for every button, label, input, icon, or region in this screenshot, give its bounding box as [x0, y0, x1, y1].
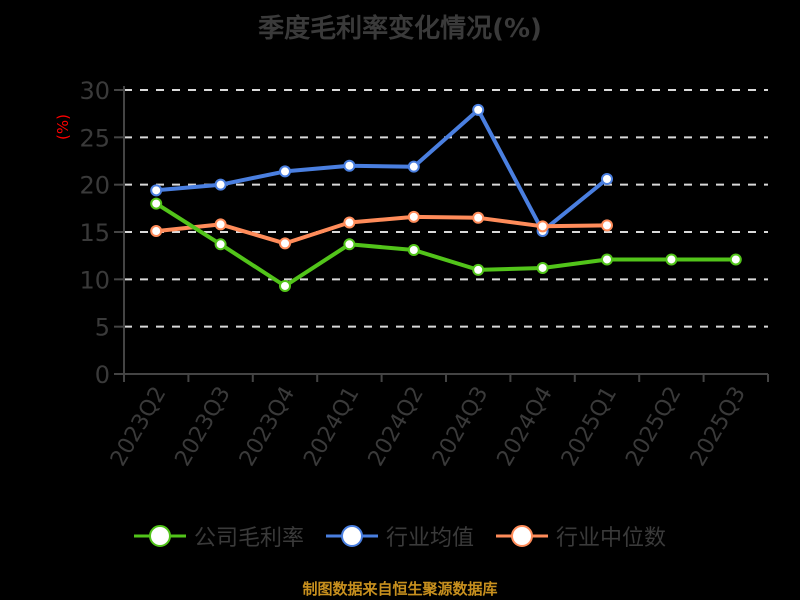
- data-point[interactable]: [214, 218, 227, 231]
- legend: 公司毛利率 行业均值 行业中位数: [0, 520, 800, 552]
- series-line: [155, 201, 736, 288]
- data-point[interactable]: [343, 216, 356, 229]
- series-lines: [150, 103, 742, 292]
- y-axis-unit-label: (%): [54, 114, 72, 140]
- y-tick-label: 20: [79, 172, 110, 200]
- y-tick-label: 5: [95, 314, 110, 342]
- series-line: [155, 214, 608, 246]
- data-point[interactable]: [279, 279, 291, 292]
- data-point[interactable]: [214, 178, 227, 191]
- x-tick-label: 2024Q2: [364, 383, 429, 471]
- x-axis: 2023Q2 2023Q3 2023Q4 2024Q1 2024Q2 2024Q3 2024…: [106, 373, 769, 471]
- data-source-note: 制图数据来自恒生聚源数据库: [302, 580, 498, 598]
- x-tick-label: 2023Q4: [235, 383, 300, 471]
- y-axis: 0 5 10 15 20 25 30: [79, 77, 125, 389]
- data-point[interactable]: [214, 238, 227, 251]
- data-point[interactable]: [601, 172, 613, 185]
- data-point[interactable]: [601, 253, 613, 266]
- x-tick-label: 2024Q1: [299, 383, 364, 471]
- x-tick-label: 2024Q3: [428, 383, 493, 471]
- legend-marker-icon: [133, 525, 186, 547]
- x-tick-label: 2024Q4: [492, 383, 557, 471]
- data-point[interactable]: [536, 261, 549, 274]
- y-tick-label: 25: [79, 124, 110, 152]
- gridlines: [124, 89, 768, 328]
- data-point[interactable]: [536, 220, 549, 233]
- data-point[interactable]: [407, 160, 420, 173]
- legend-marker-icon: [496, 525, 548, 547]
- x-tick-label: 2023Q3: [170, 383, 235, 471]
- x-tick-label: 2025Q2: [621, 383, 686, 471]
- data-point[interactable]: [729, 253, 742, 266]
- y-tick-label: 15: [79, 219, 110, 247]
- data-point[interactable]: [343, 159, 356, 172]
- legend-item-industry-median[interactable]: 行业中位数: [496, 520, 666, 552]
- data-point[interactable]: [407, 210, 420, 223]
- legend-label: 公司毛利率: [193, 526, 304, 551]
- data-point[interactable]: [343, 238, 356, 251]
- legend-label: 行业均值: [385, 526, 474, 551]
- data-point[interactable]: [472, 211, 485, 224]
- data-point[interactable]: [150, 197, 163, 210]
- x-tick-label: 2025Q1: [557, 383, 622, 471]
- series-line: [156, 107, 609, 234]
- data-point[interactable]: [472, 103, 485, 116]
- y-tick-label: 10: [79, 266, 110, 294]
- legend-marker-icon: [325, 525, 378, 547]
- legend-item-industry-average[interactable]: 行业均值: [325, 520, 474, 552]
- data-point[interactable]: [601, 219, 613, 232]
- data-point[interactable]: [407, 243, 420, 256]
- x-tick-label: 2025Q3: [686, 383, 751, 471]
- legend-item-company[interactable]: 公司毛利率: [133, 520, 304, 552]
- data-point[interactable]: [150, 225, 163, 238]
- data-point[interactable]: [279, 165, 291, 178]
- data-point[interactable]: [665, 253, 678, 266]
- data-point[interactable]: [150, 184, 163, 197]
- legend-label: 行业中位数: [556, 526, 667, 551]
- x-tick-label: 2023Q2: [106, 383, 171, 471]
- data-point[interactable]: [472, 263, 485, 276]
- y-tick-label: 30: [79, 77, 110, 105]
- data-point[interactable]: [279, 237, 291, 250]
- y-tick-label: 0: [95, 361, 110, 389]
- chart-title: 季度毛利率变化情况(%): [258, 14, 542, 44]
